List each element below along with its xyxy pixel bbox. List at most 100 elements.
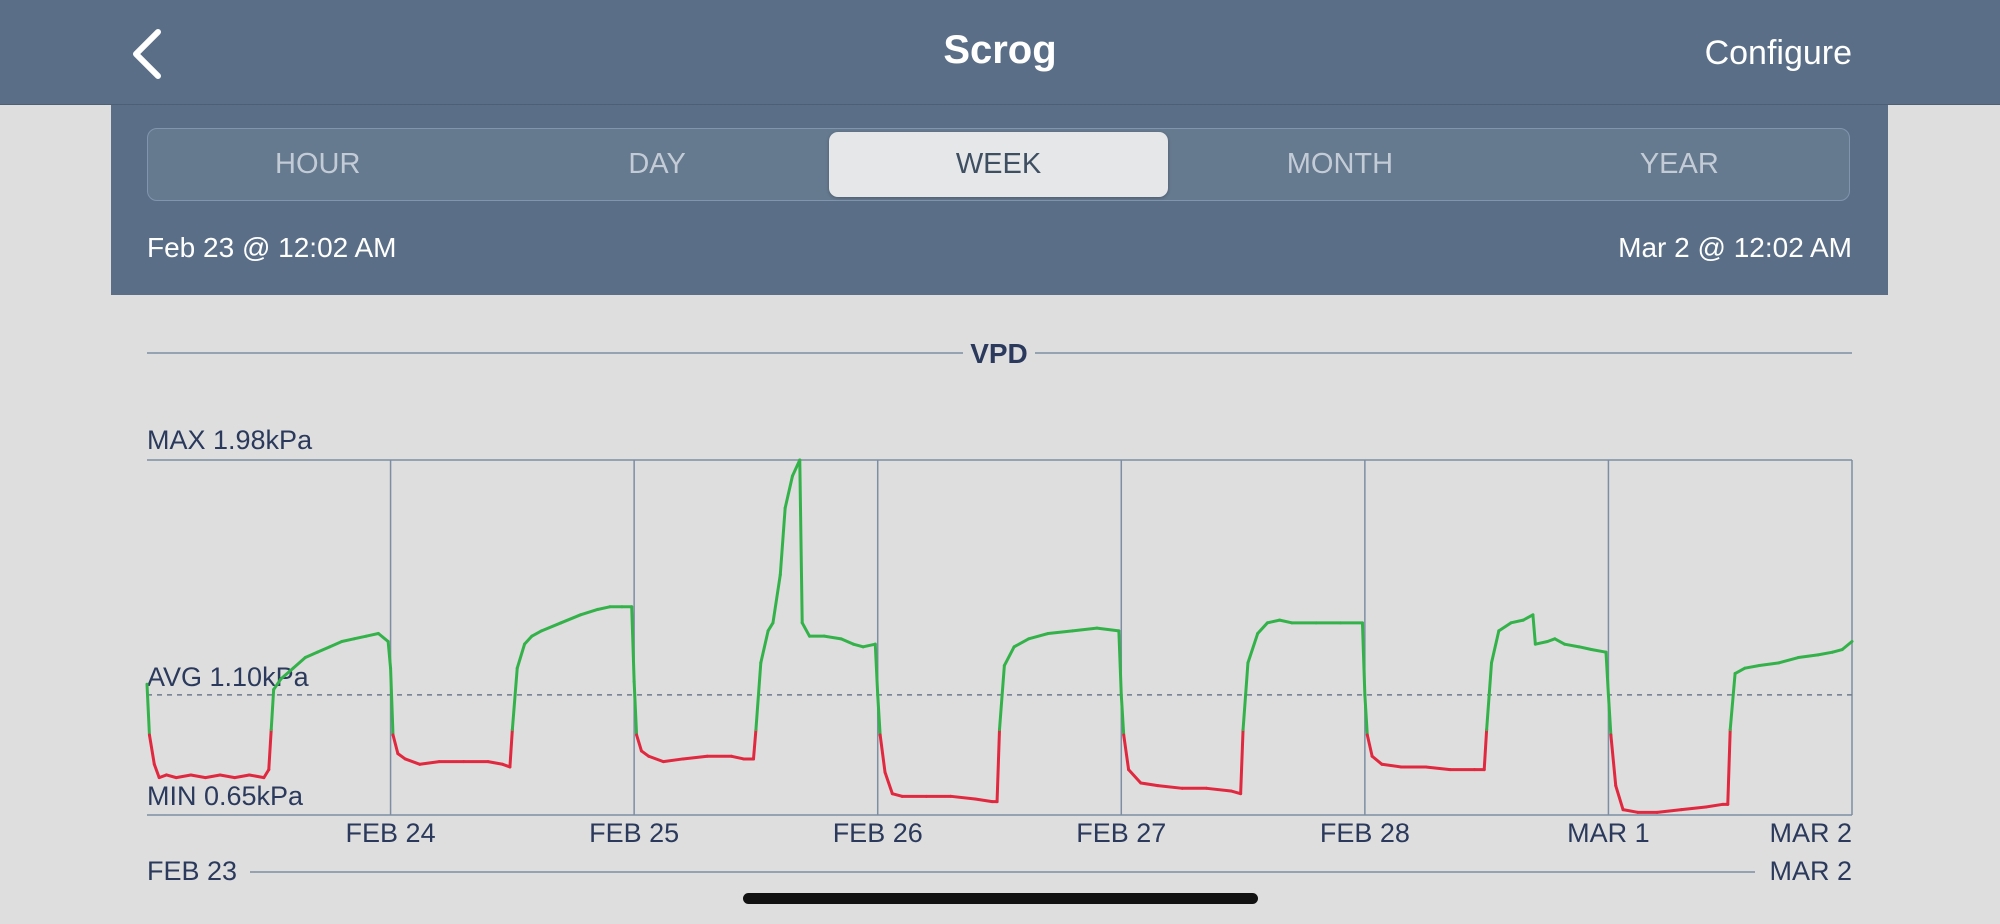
- tab-day[interactable]: DAY: [628, 148, 686, 180]
- series-segment: [1239, 728, 1245, 796]
- series-segment: [267, 728, 273, 772]
- series-segment: [1509, 618, 1525, 625]
- series-segment: [145, 682, 151, 737]
- tab-year[interactable]: YEAR: [1639, 148, 1719, 180]
- series-segment: [1604, 650, 1610, 697]
- home-indicator: [743, 893, 1258, 904]
- series-segment: [1816, 650, 1835, 657]
- time-range-selector: HOUR DAY WEEK MONTH YEAR: [147, 128, 1850, 201]
- series-segment: [1777, 656, 1800, 665]
- series-segment: [1606, 693, 1613, 737]
- series-segment: [1002, 645, 1016, 668]
- series-segment: [1485, 661, 1494, 732]
- series-segment: [873, 642, 880, 697]
- series-segment: [1733, 666, 1747, 676]
- series-segment: [1577, 645, 1593, 652]
- series-segment: [396, 752, 407, 761]
- series-segment: [1531, 613, 1537, 646]
- x-tick-label: FEB 25: [589, 818, 679, 848]
- series-segment: [1589, 648, 1608, 654]
- series-segment: [596, 605, 612, 611]
- series-segment: [783, 474, 794, 510]
- series-segment: [510, 666, 519, 732]
- x-tick-label: MAR 2: [1769, 818, 1852, 848]
- series-segment: [851, 642, 865, 649]
- series-segment: [1728, 672, 1737, 732]
- series-segment: [1704, 802, 1725, 809]
- series-segment: [1563, 642, 1581, 649]
- configure-button[interactable]: Configure: [1704, 34, 1852, 72]
- series-segment: [661, 757, 685, 764]
- series-segment: [890, 792, 904, 798]
- vpd-series: [145, 458, 1854, 814]
- series-segment: [1831, 648, 1844, 654]
- series-segment: [1241, 661, 1250, 732]
- x-tick-label: MAR 1: [1567, 818, 1650, 848]
- series-segment: [878, 733, 887, 774]
- series-segment: [1521, 613, 1535, 622]
- series-segment: [279, 666, 295, 681]
- series-segment: [883, 770, 894, 796]
- series-segment: [1533, 640, 1550, 646]
- series-segment: [203, 773, 222, 780]
- series-segment: [635, 733, 643, 753]
- series-segment: [1424, 765, 1452, 772]
- series-segment: [1614, 784, 1625, 812]
- series-segment: [681, 754, 709, 761]
- back-button[interactable]: [124, 26, 174, 82]
- series-segment: [1139, 781, 1160, 788]
- series-segment: [1553, 637, 1567, 646]
- series-segment: [403, 757, 422, 766]
- series-segment: [1071, 626, 1099, 633]
- series-segment: [418, 760, 441, 766]
- series-segment: [751, 728, 758, 761]
- series-segment: [1365, 733, 1374, 758]
- series-segment: [540, 621, 563, 633]
- range-start-date: Feb 23 @ 12:02 AM: [147, 232, 397, 263]
- series-segment: [328, 640, 344, 649]
- series-segment: [272, 677, 283, 692]
- tab-hour[interactable]: HOUR: [275, 148, 361, 180]
- series-segment: [1743, 664, 1761, 670]
- series-segment: [1726, 728, 1732, 806]
- tab-week[interactable]: WEEK: [828, 132, 1169, 197]
- series-segment: [189, 773, 207, 780]
- x-tick-label: FEB 27: [1076, 818, 1166, 848]
- max-label: MAX 1.98kPa: [147, 425, 313, 455]
- series-segment: [1490, 629, 1501, 665]
- min-label: MIN 0.65kPa: [147, 781, 304, 811]
- series-segment: [559, 613, 583, 625]
- day-gridlines: [389, 460, 1610, 815]
- series-segment: [508, 728, 514, 769]
- range-scrubber-start-label: FEB 23: [147, 856, 237, 886]
- series-segment: [233, 773, 251, 780]
- range-panel: HOUR DAY WEEK MONTH YEAR Feb 23 @ 12:02 …: [111, 105, 1888, 295]
- series-segment: [822, 634, 843, 641]
- tab-month[interactable]: MONTH: [1286, 148, 1394, 180]
- series-segment: [861, 642, 877, 649]
- series-segment: [1046, 629, 1075, 635]
- series-segment: [973, 797, 994, 804]
- series-segment: [1012, 637, 1031, 649]
- series-segment: [1840, 640, 1854, 652]
- series-segment: [778, 506, 787, 577]
- series-segment: [995, 728, 1001, 804]
- series-segment: [1246, 631, 1260, 665]
- series-segment: [1156, 784, 1184, 790]
- chart-title: VPD: [970, 338, 1028, 369]
- series-segment: [998, 664, 1006, 732]
- series-segment: [1621, 808, 1640, 814]
- series-segment: [269, 688, 276, 732]
- series-segment: [1363, 693, 1369, 737]
- series-segment: [759, 629, 770, 665]
- series-segment: [1095, 626, 1121, 633]
- series-segment: [1482, 728, 1489, 772]
- series-segment: [291, 656, 307, 670]
- series-segment: [247, 773, 266, 780]
- series-segment: [364, 631, 380, 638]
- series-segment: [1229, 789, 1243, 796]
- series-segment: [1370, 754, 1384, 766]
- series-segment: [164, 773, 178, 780]
- series-segment: [839, 637, 855, 646]
- series-segment: [352, 634, 368, 641]
